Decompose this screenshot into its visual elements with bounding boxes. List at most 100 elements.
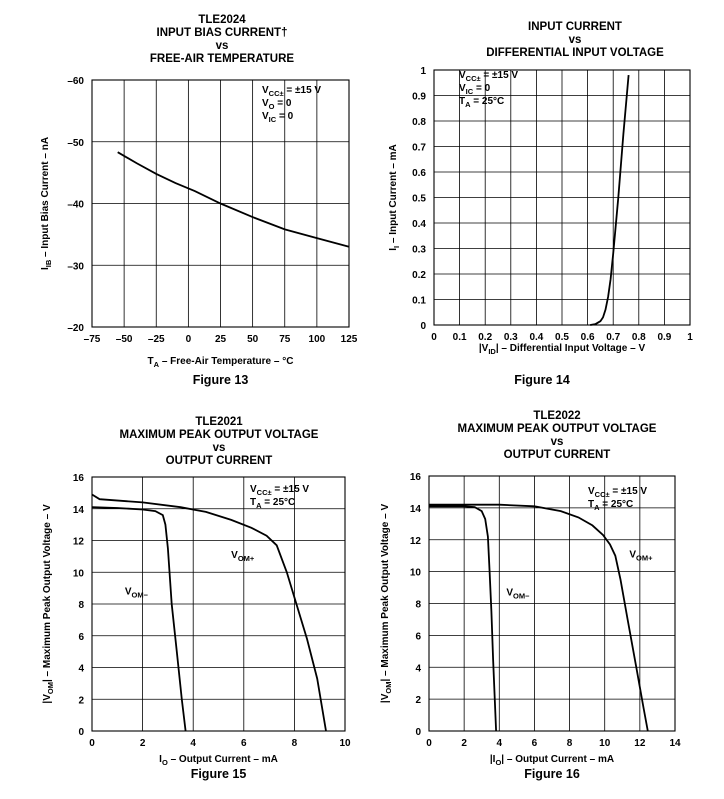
x-tick-label: 12 xyxy=(634,738,646,749)
x-tick-label: 0 xyxy=(186,334,192,345)
chart-title-line: vs xyxy=(551,436,564,448)
y-tick-label: 12 xyxy=(410,536,422,547)
conditions-line: VO = 0 xyxy=(262,98,292,111)
chart-title-line: vs xyxy=(213,442,226,454)
chart-title-line: OUTPUT CURRENT xyxy=(504,449,611,461)
chart-title-line: TLE2021 xyxy=(195,416,243,428)
y-tick-label: 16 xyxy=(73,473,85,484)
series-line-i-ib xyxy=(117,151,350,248)
y-tick-label: 0.2 xyxy=(412,270,426,281)
x-axis-label: IO – Output Current – mA xyxy=(159,754,278,767)
y-tick-label: –20 xyxy=(67,323,84,334)
x-tick-label: 0.5 xyxy=(555,332,569,343)
series-line-v-omminus xyxy=(91,506,187,732)
y-tick-label: 0.6 xyxy=(412,168,426,179)
conditions-line: VCC± = ±15 V xyxy=(250,484,309,497)
chart-title-line: TLE2022 xyxy=(533,410,580,422)
chart-title-line: DIFFERENTIAL INPUT VOLTAGE xyxy=(486,47,664,59)
x-tick-label: 0.2 xyxy=(478,332,492,343)
series-label: VOM+ xyxy=(231,550,255,563)
conditions-line: VCC± = ±15 V xyxy=(588,486,647,499)
x-tick-label: 0.9 xyxy=(657,332,671,343)
series-line-v-omminus xyxy=(429,505,497,732)
conditions-line: TA = 25°C xyxy=(459,96,504,109)
y-tick-label: 0.5 xyxy=(412,194,426,205)
x-tick-label: 2 xyxy=(140,738,146,749)
series-line-i-i xyxy=(590,75,630,326)
y-tick-label: 0.3 xyxy=(412,245,426,256)
chart-title-line: OUTPUT CURRENT xyxy=(166,455,273,467)
x-tick-label: 8 xyxy=(292,738,298,749)
y-tick-label: 14 xyxy=(410,504,422,515)
y-tick-label: 0.1 xyxy=(412,296,426,307)
y-tick-label: 0.8 xyxy=(412,117,426,128)
x-tick-label: 8 xyxy=(567,738,573,749)
x-tick-label: 1 xyxy=(687,332,693,343)
x-tick-label: 0.1 xyxy=(453,332,467,343)
series-line-v-omplus xyxy=(91,493,327,732)
series-label: VOM− xyxy=(506,588,530,601)
conditions-line: VIC = 0 xyxy=(459,83,491,96)
plot-frame xyxy=(91,79,350,328)
chart-title-line: FREE-AIR TEMPERATURE xyxy=(150,53,295,65)
y-tick-label: 1 xyxy=(420,66,426,77)
chart-title-line: vs xyxy=(216,40,229,52)
y-tick-label: 6 xyxy=(78,632,84,643)
x-tick-label: 0.3 xyxy=(504,332,518,343)
y-axis-label: |VOM| – Maximum Peak Output Voltage – V xyxy=(380,504,393,704)
x-axis-label: |IO| – Output Current – mA xyxy=(490,754,614,767)
y-tick-label: 4 xyxy=(78,664,84,675)
plot-frame xyxy=(433,69,691,326)
y-tick-label: 0.9 xyxy=(412,92,426,103)
y-tick-label: 2 xyxy=(415,695,421,706)
x-tick-label: 0 xyxy=(89,738,95,749)
x-tick-label: 75 xyxy=(279,334,291,345)
x-tick-label: –25 xyxy=(148,334,165,345)
y-tick-label: 2 xyxy=(78,695,84,706)
x-tick-label: 10 xyxy=(339,738,351,749)
x-tick-label: –50 xyxy=(116,334,133,345)
conditions-line: VCC± = ±15 V xyxy=(459,70,518,83)
y-tick-label: –30 xyxy=(67,261,84,272)
x-tick-label: 0.6 xyxy=(581,332,595,343)
conditions-line: VIC = 0 xyxy=(262,111,294,124)
chart-title-line: MAXIMUM PEAK OUTPUT VOLTAGE xyxy=(120,429,319,441)
x-tick-label: 0 xyxy=(431,332,437,343)
conditions-line: TA = 25°C xyxy=(250,497,295,510)
y-tick-label: –40 xyxy=(67,200,84,211)
x-tick-label: 100 xyxy=(309,334,326,345)
x-tick-label: 0 xyxy=(426,738,432,749)
y-axis-label: |VOM| – Maximum Peak Output Voltage – V xyxy=(42,504,55,704)
y-tick-label: 0.4 xyxy=(412,219,426,230)
y-tick-label: 6 xyxy=(415,631,421,642)
x-tick-label: –75 xyxy=(84,334,101,345)
conditions-line: TA = 25°C xyxy=(588,499,633,512)
figure-label: Figure 14 xyxy=(514,373,570,387)
y-tick-label: 0 xyxy=(78,727,84,738)
y-tick-label: 0.7 xyxy=(412,143,426,154)
x-tick-label: 50 xyxy=(247,334,259,345)
y-tick-label: 10 xyxy=(410,568,422,579)
chart-title-line: vs xyxy=(569,34,582,46)
y-tick-label: 8 xyxy=(78,600,84,611)
x-tick-label: 2 xyxy=(461,738,467,749)
x-tick-label: 6 xyxy=(532,738,538,749)
x-tick-label: 4 xyxy=(497,738,503,749)
x-tick-label: 14 xyxy=(669,738,681,749)
chart-title-line: TLE2024 xyxy=(198,14,246,26)
y-tick-label: 14 xyxy=(73,505,85,516)
y-axis-label: IIB – Input Bias Current – nA xyxy=(40,137,53,270)
chart-title-line: INPUT BIAS CURRENT† xyxy=(157,27,288,39)
x-tick-label: 0.7 xyxy=(606,332,620,343)
y-tick-label: 16 xyxy=(410,472,422,483)
x-axis-label: |VID| – Differential Input Voltage – V xyxy=(479,343,646,356)
figure-label: Figure 16 xyxy=(524,767,580,781)
figure-label: Figure 13 xyxy=(193,373,249,387)
x-tick-label: 0.8 xyxy=(632,332,646,343)
y-tick-label: –60 xyxy=(67,76,84,87)
x-tick-label: 10 xyxy=(599,738,611,749)
series-label: VOM− xyxy=(125,586,149,599)
